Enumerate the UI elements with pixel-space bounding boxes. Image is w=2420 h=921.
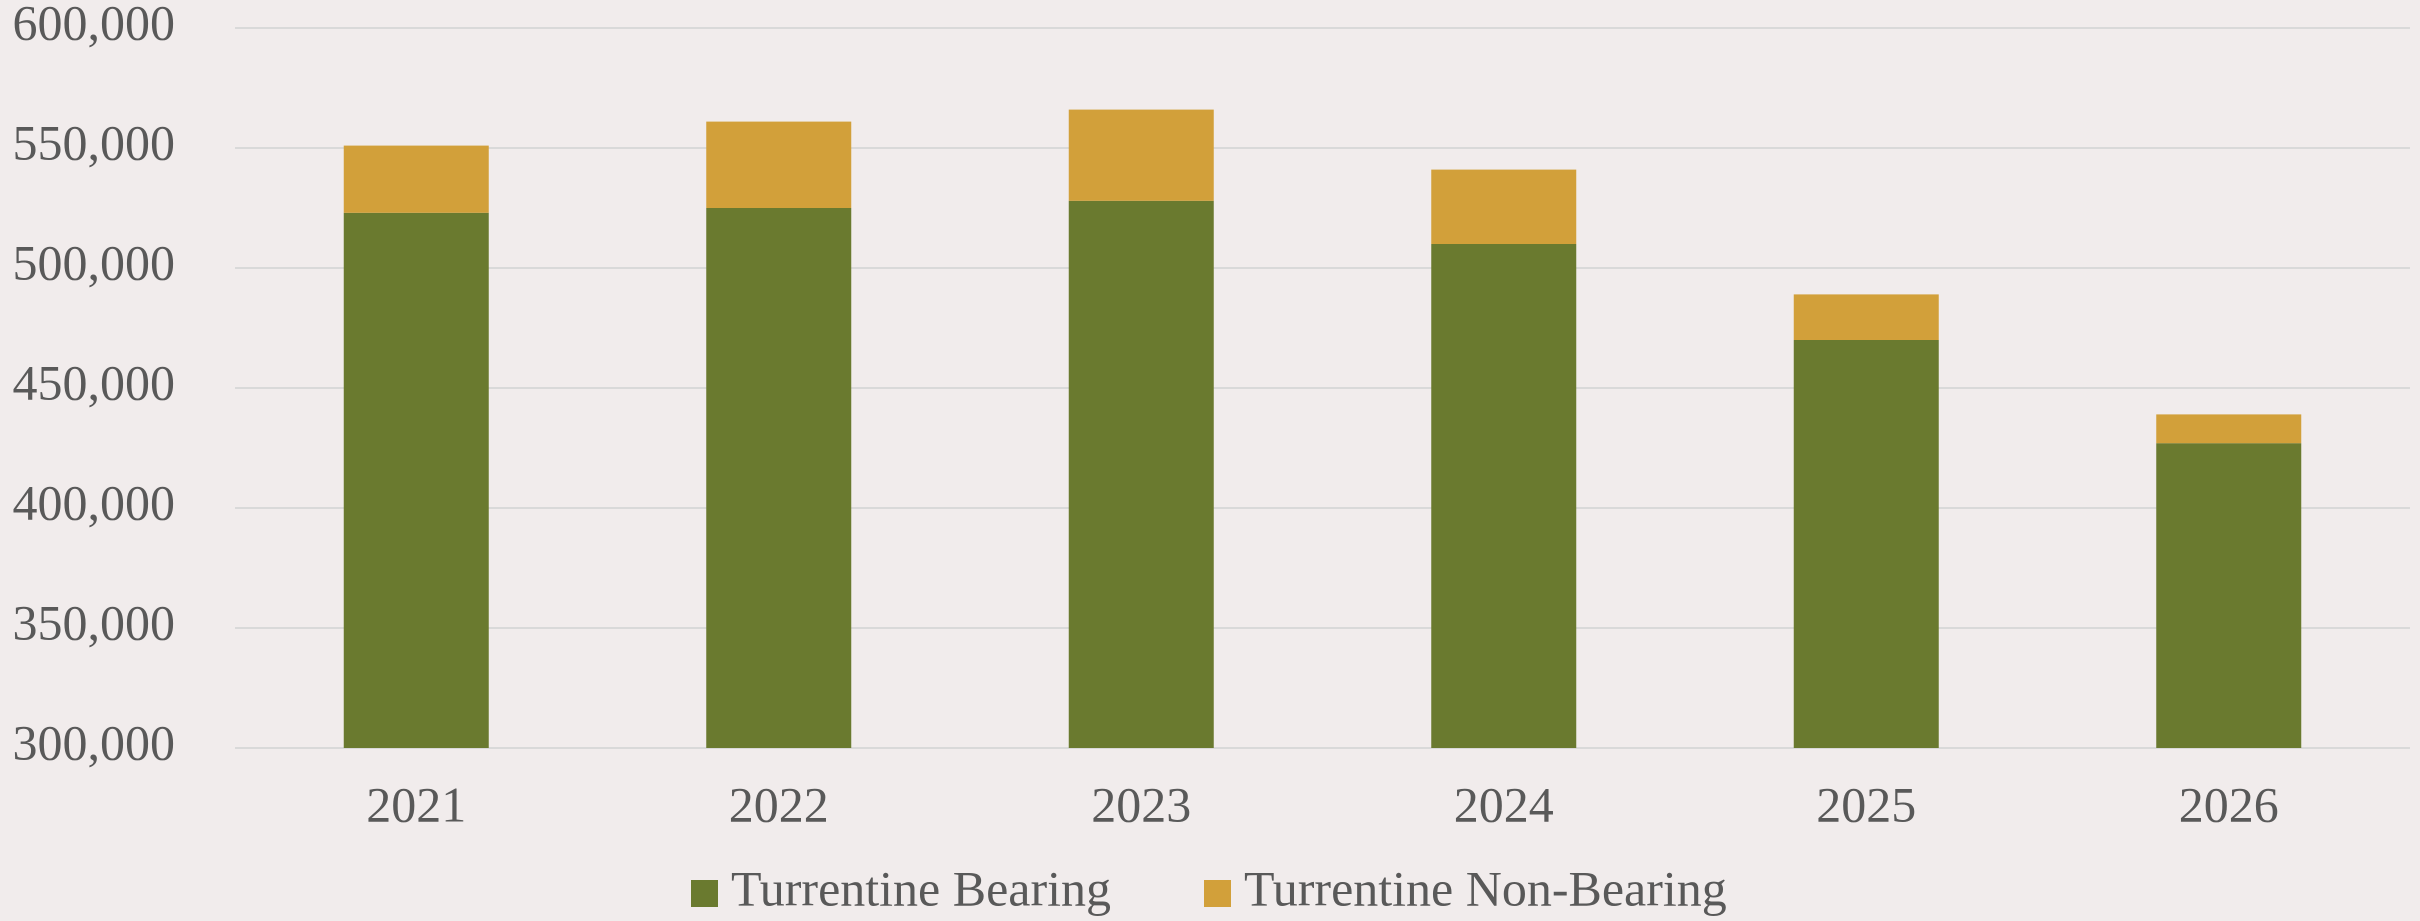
bar-segment: [1068, 200, 1214, 749]
legend-swatch: [691, 880, 718, 907]
bar-segment: [343, 212, 489, 749]
y-tick-label: 600,000: [13, 0, 176, 50]
bar-segment: [2156, 443, 2302, 748]
y-tick-label: 300,000: [13, 714, 176, 770]
x-tick-label: 2022: [729, 776, 829, 832]
bar-segment: [1793, 340, 1939, 748]
legend-swatch: [1204, 880, 1231, 907]
x-tick-label: 2024: [1454, 776, 1554, 832]
bar-segment: [1068, 109, 1214, 201]
legend-label: Turrentine Non-Bearing: [1244, 860, 1727, 916]
bar-segment: [1793, 294, 1939, 340]
x-tick-label: 2026: [2179, 776, 2279, 832]
bar-segment: [2156, 414, 2302, 444]
x-tick-label: 2025: [1816, 776, 1916, 832]
bar-segment: [1431, 244, 1577, 748]
bar-segment: [1431, 169, 1577, 244]
bar-segment: [343, 145, 489, 213]
legend-label: Turrentine Bearing: [731, 860, 1111, 916]
y-tick-label: 350,000: [13, 594, 176, 650]
bar-segment: [706, 208, 852, 748]
x-tick-label: 2023: [1091, 776, 1191, 832]
x-tick-label: 2021: [366, 776, 466, 832]
y-tick-label: 450,000: [13, 354, 176, 410]
y-tick-label: 400,000: [13, 474, 176, 530]
bar-segment: [706, 121, 852, 208]
y-tick-label: 500,000: [13, 234, 176, 290]
y-tick-label: 550,000: [13, 114, 176, 170]
